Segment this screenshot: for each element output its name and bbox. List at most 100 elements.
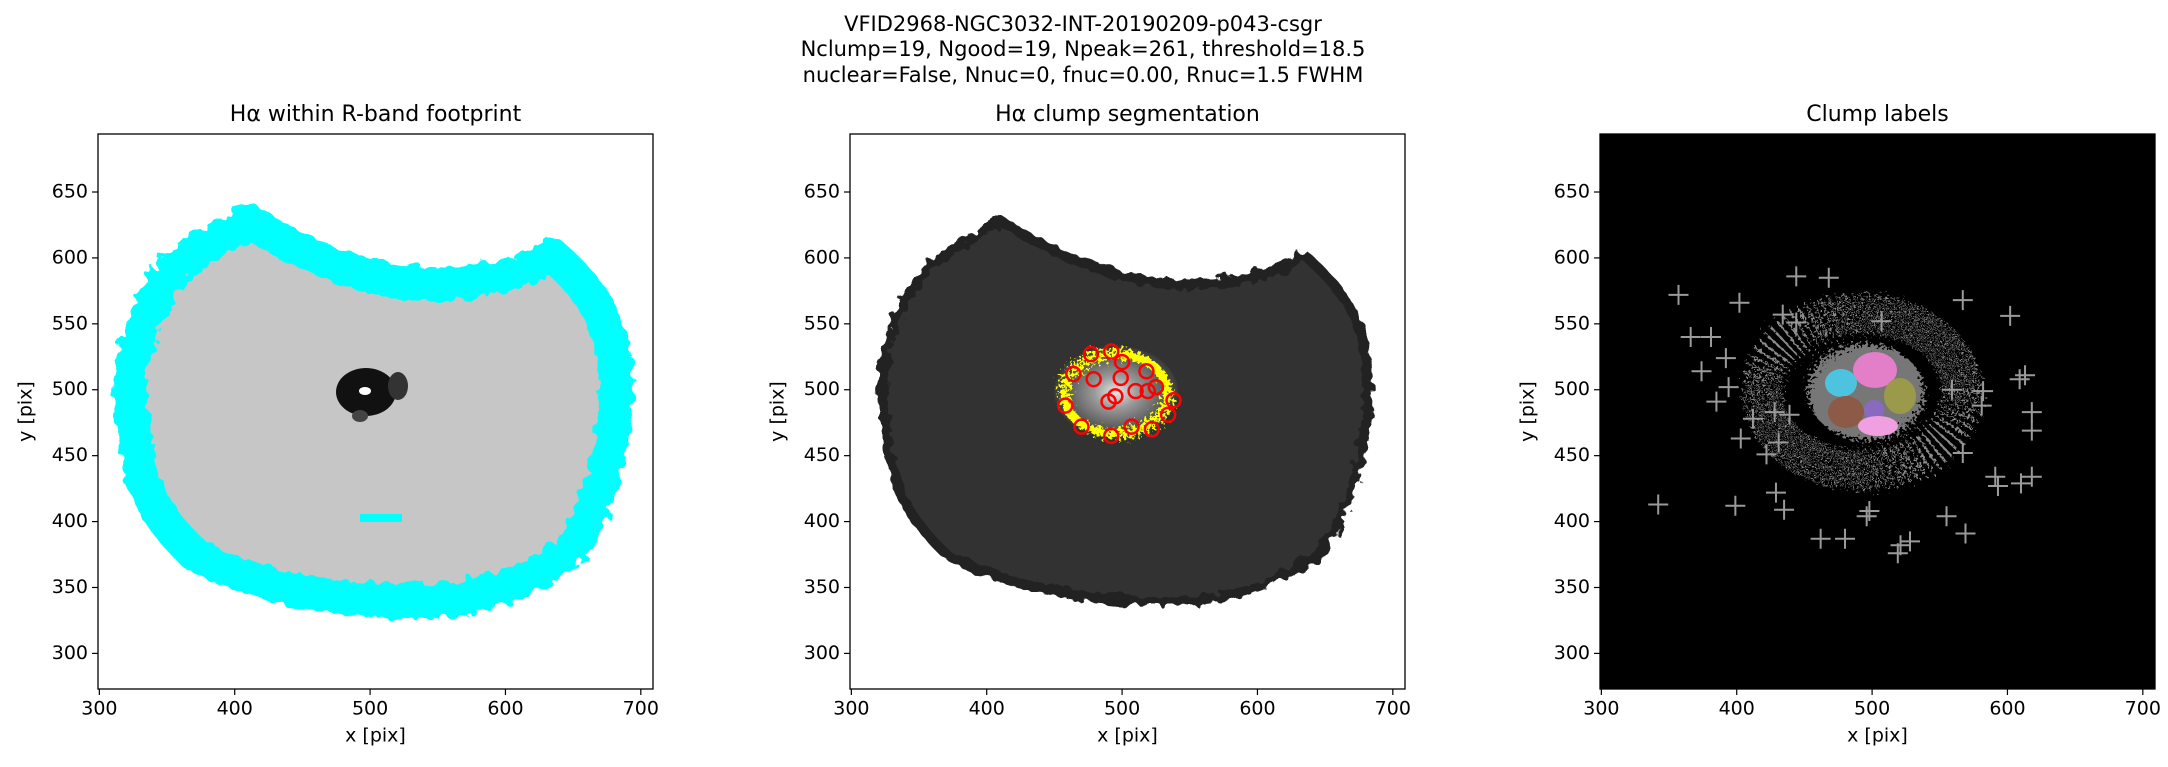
peak-marker	[1973, 381, 1994, 402]
peak-marker	[1786, 266, 1807, 287]
peak-marker	[2015, 365, 2036, 386]
peak-marker	[1941, 379, 1962, 400]
axes-frame	[1599, 133, 2156, 690]
x-tick-label: 500	[352, 698, 388, 720]
peak-marker	[1768, 432, 1789, 453]
peak-marker	[2021, 402, 2042, 423]
clump-marker	[1056, 397, 1074, 414]
clump-marker	[1103, 427, 1120, 445]
x-tick-label: 400	[217, 698, 253, 720]
peak-marker	[1835, 528, 1856, 549]
y-tick-label: 350	[1554, 576, 1590, 598]
x-axis-label: x [pix]	[345, 725, 406, 747]
peak-marker	[1729, 292, 1750, 313]
x-tick-label: 700	[2125, 698, 2161, 720]
x-tick-label: 600	[1239, 698, 1275, 720]
x-tick-label: 600	[1989, 698, 2025, 720]
clump-marker	[1103, 343, 1120, 360]
y-tick-label: 550	[804, 312, 840, 334]
peak-marker	[1779, 404, 1800, 425]
markers	[1648, 266, 2042, 564]
peak-marker	[1818, 267, 1839, 288]
x-tick-label: 300	[81, 698, 117, 720]
y-tick-label: 500	[804, 378, 840, 400]
y-tick-label: 300	[52, 642, 88, 664]
peak-marker	[1765, 482, 1786, 503]
clump-marker	[1159, 406, 1177, 424]
peak-marker	[1764, 402, 1785, 423]
peak-marker	[1648, 494, 1669, 515]
y-axis-label: y [pix]	[1517, 381, 1539, 442]
y-tick-label: 350	[52, 576, 88, 598]
clump-marker	[1112, 369, 1129, 387]
clump-marker	[1138, 363, 1155, 380]
peak-marker	[1856, 506, 1877, 527]
y-tick-label: 450	[52, 444, 88, 466]
peak-marker	[1890, 535, 1911, 556]
y-axis-label: y [pix]	[767, 381, 789, 442]
y-tick-label: 500	[1554, 378, 1590, 400]
x-tick-label: 400	[1719, 698, 1755, 720]
peak-marker	[2021, 420, 2042, 441]
suptitle-line: Nclump=19, Ngood=19, Npeak=261, threshol…	[801, 37, 1366, 61]
panel: 300 400 500 600 700 300 350 400 450 500 550 600 650 H…	[15, 102, 659, 747]
y-tick-label: 550	[1554, 312, 1590, 334]
clump-marker	[1082, 345, 1100, 363]
clump-marker	[1073, 418, 1090, 435]
peak-marker	[1899, 531, 1920, 552]
panel: 300 400 500 600 700 300 350 400 450 500 550 600 650 C…	[1517, 102, 2161, 747]
x-tick-label: 700	[1375, 698, 1411, 720]
clump-marker	[1165, 392, 1182, 409]
panel-title: Hα within R-band footprint	[230, 102, 522, 127]
y-tick-label: 400	[1554, 510, 1590, 532]
peak-marker	[1985, 466, 2006, 487]
peak-marker	[1756, 444, 1777, 465]
axes-frame	[849, 133, 1406, 690]
clump-marker	[1085, 370, 1102, 388]
peak-marker	[2000, 305, 2021, 326]
peak-marker	[1715, 348, 1736, 369]
y-tick-label: 450	[804, 444, 840, 466]
x-tick-label: 500	[1854, 698, 1890, 720]
peak-marker	[1668, 284, 1689, 305]
clump-marker	[1143, 421, 1161, 438]
x-tick-label: 500	[1104, 698, 1140, 720]
clump-marker	[1100, 393, 1117, 410]
y-axis-label: y [pix]	[15, 381, 37, 442]
peak-marker	[1706, 391, 1727, 412]
peak-marker	[1952, 290, 1973, 311]
y-tick-label: 300	[804, 642, 840, 664]
peak-marker	[1680, 327, 1701, 348]
peak-marker	[1725, 495, 1746, 516]
panel: 300 400 500 600 700 300 350 400 450 500 550 600 650 H…	[767, 102, 1411, 747]
panel-title: Hα clump segmentation	[995, 102, 1260, 127]
y-tick-label: 400	[804, 510, 840, 532]
x-tick-label: 600	[487, 698, 523, 720]
peak-marker	[1887, 543, 1908, 564]
y-tick-label: 400	[52, 510, 88, 532]
peak-marker	[1691, 361, 1712, 382]
peak-marker	[1718, 377, 1739, 398]
y-tick-label: 500	[52, 378, 88, 400]
image	[98, 134, 653, 689]
y-tick-label: 600	[804, 246, 840, 268]
clump-marker	[1123, 418, 1140, 435]
peak-marker	[2009, 369, 2030, 390]
y-tick-label: 550	[52, 312, 88, 334]
clump-marker	[1065, 365, 1082, 383]
peak-marker	[1859, 501, 1880, 522]
panel-title: Clump labels	[1806, 102, 1948, 127]
x-tick-label: 700	[623, 698, 659, 720]
peak-marker	[1971, 395, 1992, 416]
peak-marker	[1952, 443, 1973, 464]
y-tick-label: 650	[804, 181, 840, 203]
x-tick-label: 300	[1583, 698, 1619, 720]
clump-marker	[1127, 382, 1144, 400]
peak-marker	[1786, 312, 1807, 333]
clump-marker	[1147, 378, 1165, 396]
suptitle-line: nuclear=False, Nnuc=0, fnuc=0.00, Rnuc=1…	[803, 63, 1364, 87]
peak-marker	[1987, 475, 2008, 496]
image	[850, 134, 1405, 689]
